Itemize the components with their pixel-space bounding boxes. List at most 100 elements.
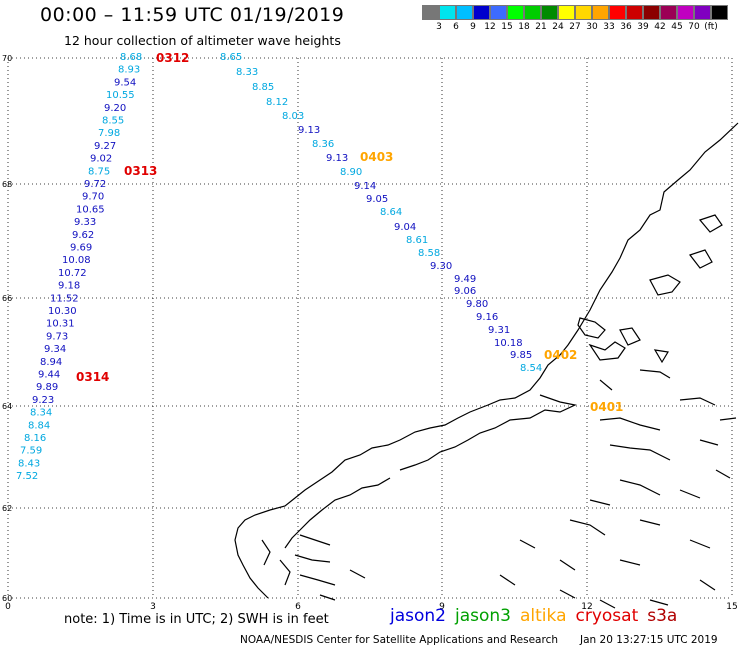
wave-height-value: 10.08 — [62, 255, 91, 266]
satellite-legend: jason2 jason3 altika cryosat s3a — [390, 606, 686, 626]
wave-height-value: 7.59 — [20, 446, 42, 457]
map-title: 00:00 – 11:59 UTC 01/19/2019 — [40, 4, 345, 26]
wave-height-value: 9.27 — [94, 141, 116, 152]
legend-label: 6 — [453, 22, 459, 32]
wave-height-value: 8.61 — [406, 235, 428, 246]
wave-height-value: 8.03 — [282, 111, 304, 122]
satellite-name: jason2 — [390, 606, 446, 626]
x-tick-label: 6 — [295, 602, 301, 612]
wave-height-value: 8.58 — [418, 248, 440, 259]
coastline-norway-main — [234, 122, 739, 599]
lat-lon-grid — [7, 57, 733, 599]
pass-label: 0312 — [156, 51, 189, 65]
wave-height-value: 9.44 — [38, 370, 60, 381]
wave-height-value: 10.30 — [48, 306, 77, 317]
pass-label: 0401 — [590, 400, 623, 414]
coastline-south-fjords — [261, 534, 366, 601]
y-tick-label: 62 — [2, 504, 12, 513]
wave-height-value: 8.84 — [28, 420, 50, 431]
wave-height-value: 9.18 — [58, 281, 80, 292]
wave-height-value: 9.33 — [74, 217, 96, 228]
wave-height-value: 8.64 — [380, 207, 402, 218]
wave-height-value: 9.02 — [90, 154, 112, 165]
legend-label: 15 — [501, 22, 513, 32]
wave-height-value: 9.85 — [510, 350, 532, 361]
coastline-fjords-2 — [284, 477, 391, 549]
wave-height-value: 8.36 — [312, 139, 334, 150]
x-tick-label: 0 — [5, 602, 11, 612]
legend-swatch — [422, 5, 439, 20]
wave-height-value: 10.72 — [58, 268, 87, 279]
timestamp-text: Jan 20 13:27:15 UTC 2019 — [580, 634, 718, 646]
legend-label: 30 — [586, 22, 598, 32]
wave-height-value: 9.49 — [454, 274, 476, 285]
legend-swatch — [490, 5, 507, 20]
legend-swatch — [592, 5, 609, 20]
legend-label: 9 — [470, 22, 476, 32]
wave-height-value: 8.34 — [30, 408, 52, 419]
legend-swatch — [439, 5, 456, 20]
legend-swatch — [575, 5, 592, 20]
color-legend: 3 6 9 12 15 18 21 24 27 30 33 36 39 42 45 70 (ft) — [422, 5, 728, 34]
wave-height-value: 10.65 — [76, 204, 105, 215]
pass-label: 0313 — [124, 164, 157, 178]
legend-labels: 3 6 9 12 15 18 21 24 27 30 33 36 39 42 45 70 (ft) — [422, 20, 728, 34]
legend-swatch — [507, 5, 524, 20]
pass-label: 0403 — [360, 150, 393, 164]
wave-height-value: 8.65 — [220, 52, 242, 63]
legend-label: 39 — [637, 22, 649, 32]
wave-height-value: 11.52 — [50, 293, 79, 304]
legend-swatch — [660, 5, 677, 20]
coastline-islands-3 — [599, 369, 737, 479]
axis-labels: 0 3 6 9 12 15 70 68 66 64 62 60 — [2, 54, 738, 612]
satellite-name: s3a — [647, 606, 678, 626]
legend-label: 21 — [535, 22, 547, 32]
map-subtitle: 12 hour collection of altimeter wave hei… — [64, 33, 341, 48]
y-tick-label: 70 — [2, 54, 12, 63]
note-text: note: 1) Time is in UTC; 2) SWH is in fe… — [64, 612, 329, 627]
legend-label: 3 — [436, 22, 442, 32]
coastline-islands-1 — [577, 317, 641, 361]
wave-height-value: 9.72 — [84, 179, 106, 190]
wave-height-value: 9.05 — [366, 194, 388, 205]
x-tick-label: 15 — [726, 602, 737, 612]
wave-height-value: 9.69 — [70, 243, 92, 254]
legend-swatch — [524, 5, 541, 20]
legend-swatch — [541, 5, 558, 20]
wave-height-value: 9.62 — [72, 230, 94, 241]
wave-height-value: 9.14 — [354, 181, 376, 192]
satellite-name: cryosat — [575, 606, 639, 626]
wave-height-value: 7.98 — [98, 128, 120, 139]
legend-label: 24 — [552, 22, 564, 32]
wave-height-value: 8.94 — [40, 357, 62, 368]
wave-height-value: 9.89 — [36, 382, 58, 393]
wave-height-value: 9.73 — [46, 331, 68, 342]
wave-tracks: 8.68 8.939.54 10.55 9.20 8.557.98 9.27 9.028.7… — [16, 51, 623, 482]
wave-height-value: 8.33 — [236, 67, 258, 78]
wave-height-value: 10.55 — [106, 90, 135, 101]
wave-height-value: 8.90 — [340, 167, 362, 178]
wave-height-value: 9.80 — [466, 299, 488, 310]
pass-label: 0314 — [76, 370, 109, 384]
wave-height-value: 9.13 — [298, 125, 320, 136]
wave-height-value: 10.18 — [494, 338, 523, 349]
wave-height-value: 8.85 — [252, 82, 274, 93]
x-tick-label: 12 — [581, 602, 592, 612]
satellite-name: jason3 — [455, 606, 511, 626]
coastline — [234, 122, 739, 609]
wave-height-value: 9.04 — [394, 222, 416, 233]
x-tick-label: 3 — [150, 602, 156, 612]
y-tick-label: 68 — [2, 180, 12, 189]
wave-height-value: 9.23 — [32, 395, 54, 406]
wave-height-value: 8.75 — [88, 166, 110, 177]
wave-height-value: 9.34 — [44, 344, 66, 355]
legend-label: 18 — [518, 22, 530, 32]
legend-swatch — [677, 5, 694, 20]
legend-color-bar — [422, 5, 728, 20]
wave-height-value: 9.30 — [430, 261, 452, 272]
wave-height-value: 8.93 — [118, 65, 140, 76]
legend-swatch — [711, 5, 728, 20]
legend-label: 45 — [671, 22, 683, 32]
wave-height-value: 9.06 — [454, 286, 476, 297]
